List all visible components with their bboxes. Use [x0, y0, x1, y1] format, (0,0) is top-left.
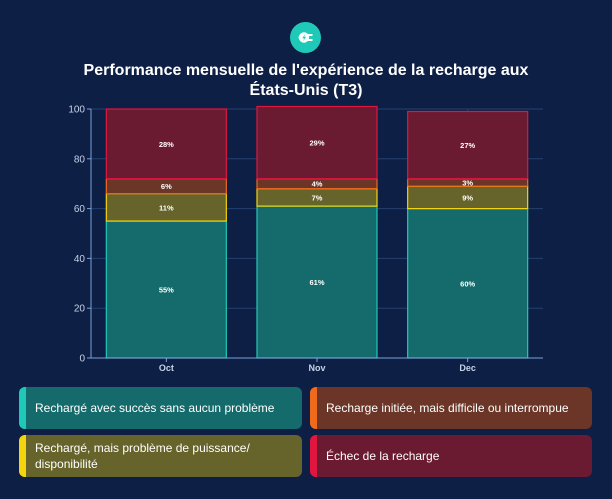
x-tick-label: Nov [308, 363, 325, 373]
legend-label-power-issue: Rechargé, mais problème de puissance/ di… [35, 441, 250, 471]
legend-item-power-issue: Rechargé, mais problème de puissance/ di… [19, 435, 302, 477]
stacked-bar-chart: 0 20 40 60 80 100 55% 11% 6% 28% Oct 61% 7% 4% 29% Nov 6… [68, 105, 543, 373]
data-label: 11% [159, 203, 174, 212]
data-label: 29% [309, 139, 324, 148]
x-tick-label: Dec [459, 363, 476, 373]
y-tick-label: 0 [79, 354, 85, 365]
bar-segment [256, 105, 378, 180]
y-tick-label: 80 [74, 154, 86, 165]
data-label: 27% [460, 141, 475, 150]
legend-swatch-interrupted [310, 387, 317, 429]
legend-label-interrupted: Recharge initiée, mais difficile ou inte… [326, 401, 569, 415]
data-label: 6% [161, 182, 172, 191]
y-tick-label: 60 [74, 204, 86, 215]
data-label: 61% [309, 278, 324, 287]
data-label: 9% [462, 193, 473, 202]
bar-segment [105, 108, 227, 180]
y-tick-label: 40 [74, 254, 86, 265]
data-label: 28% [159, 140, 174, 149]
data-label: 7% [312, 193, 323, 202]
x-tick-label: Oct [159, 363, 174, 373]
bar-segment [105, 220, 227, 359]
data-label: 4% [312, 180, 323, 189]
legend-item-failure: Échec de la recharge [310, 435, 592, 477]
legend-item-success: Rechargé avec succès sans aucun problème [19, 387, 302, 429]
legend-label-success: Rechargé avec succès sans aucun problème [35, 401, 275, 415]
legend-label-failure: Échec de la recharge [326, 449, 440, 463]
data-label: 60% [460, 279, 475, 288]
ev-plug-logo-icon [290, 22, 321, 53]
legend-item-interrupted: Recharge initiée, mais difficile ou inte… [310, 387, 592, 429]
legend-swatch-success [19, 387, 26, 429]
chart-title: Performance mensuelle de l'expérience de… [83, 62, 529, 99]
legend-swatch-power-issue [19, 435, 26, 477]
legend-swatch-failure [310, 435, 317, 477]
data-label: 3% [462, 178, 473, 187]
bar-segment [407, 110, 529, 180]
y-tick-label: 100 [68, 105, 85, 116]
y-tick-label: 20 [74, 304, 86, 315]
data-label: 55% [159, 286, 174, 295]
bar-segment [407, 208, 529, 359]
